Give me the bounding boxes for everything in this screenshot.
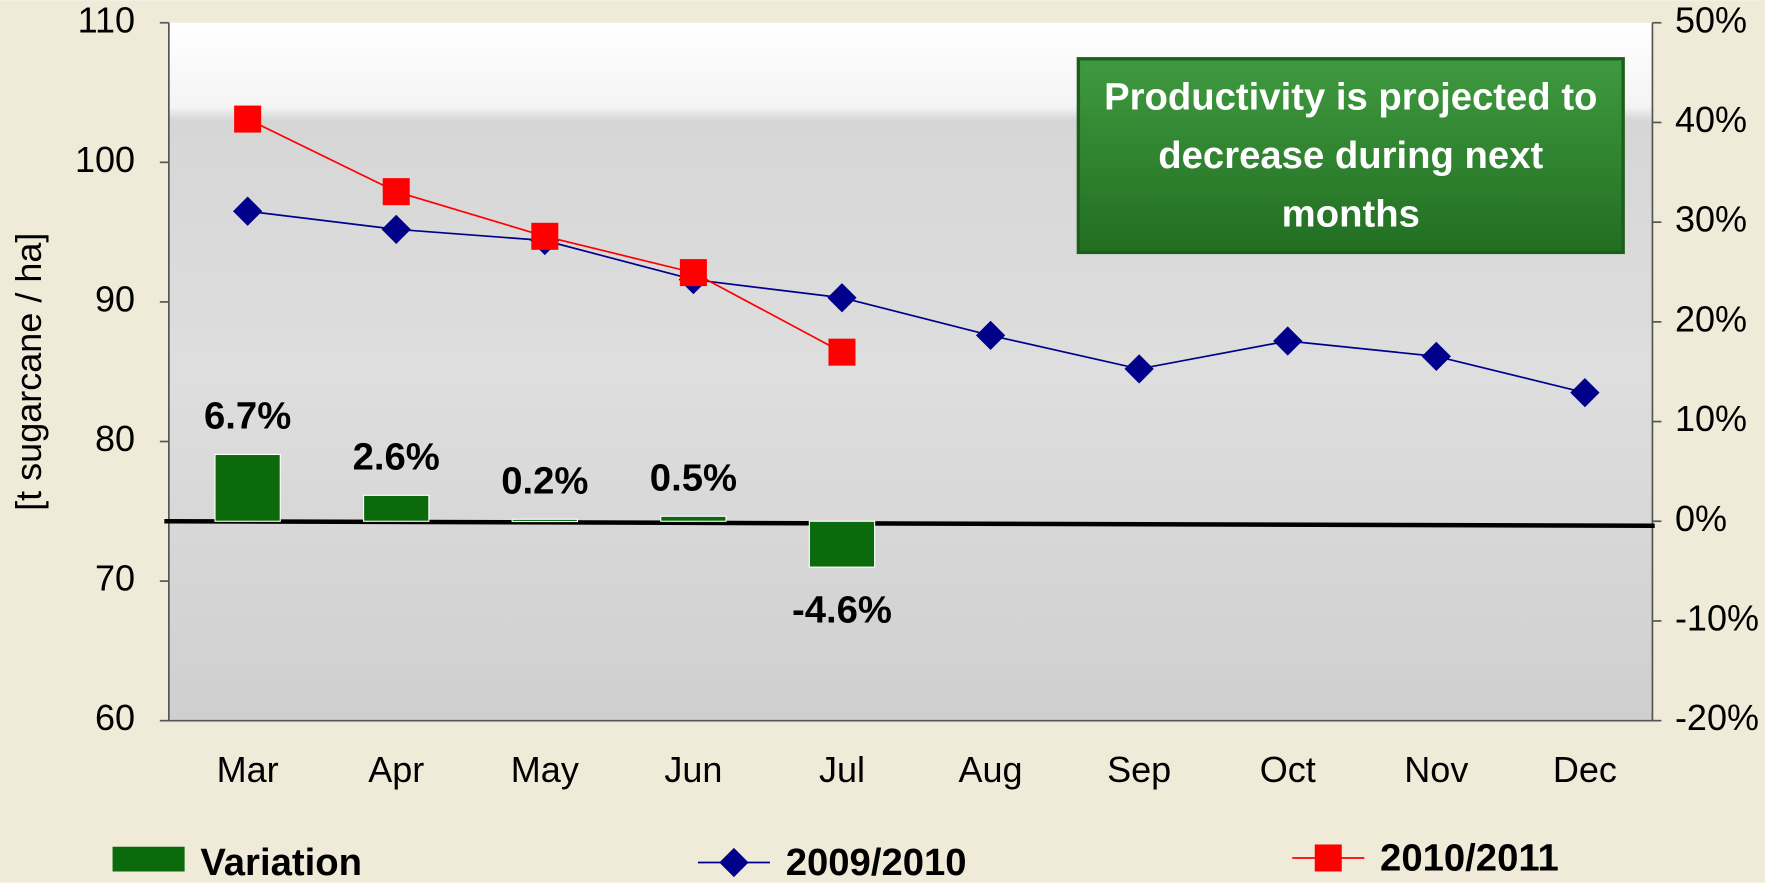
x-tick-label: May	[511, 749, 579, 790]
annotation: Productivity is projected to decrease du…	[1104, 75, 1598, 236]
x-tick-label: Jun	[664, 749, 722, 790]
point	[679, 259, 707, 287]
legend-marker	[1314, 844, 1342, 872]
point	[1124, 354, 1154, 384]
y2-tick-label: -20%	[1675, 697, 1759, 738]
point	[975, 320, 1006, 351]
y2-tick-label: 20%	[1675, 298, 1747, 339]
y2-tick-label: 40%	[1675, 99, 1747, 140]
line	[247, 210, 1586, 394]
point	[234, 105, 262, 133]
point	[1570, 378, 1600, 408]
point	[531, 222, 559, 250]
y-tick-label: 70	[95, 558, 135, 599]
bar	[511, 518, 579, 523]
point	[1421, 341, 1451, 371]
bar	[363, 494, 430, 522]
value-label: 0.2%	[501, 459, 588, 502]
y-axis-title: [t sugarcane / ha]	[8, 233, 49, 511]
x-tick-label: Nov	[1404, 749, 1468, 790]
point	[233, 196, 263, 226]
y-tick-label: 80	[95, 418, 135, 459]
legend-marker	[719, 847, 749, 878]
value-label: 0.5%	[650, 456, 737, 499]
value-label: -4.6%	[792, 588, 892, 631]
x-tick-label: Dec	[1553, 749, 1617, 790]
annotation-box	[1076, 57, 1625, 255]
y2-tick-label: 30%	[1675, 199, 1747, 240]
x-tick-label: Aug	[959, 749, 1023, 790]
zero-line	[164, 519, 1655, 529]
point	[381, 214, 411, 244]
value-label: 2.6%	[353, 435, 440, 478]
bar	[660, 515, 727, 522]
value-label: 6.7%	[204, 395, 291, 438]
bar	[214, 453, 281, 522]
y-tick-label: 60	[95, 697, 135, 738]
point	[382, 178, 410, 206]
point	[1273, 326, 1303, 356]
legend-swatch	[112, 846, 185, 872]
x-tick-label: Jul	[819, 749, 865, 790]
x-tick-label: Apr	[368, 749, 424, 790]
x-tick-label: Mar	[217, 749, 279, 790]
legend-label: Variation	[200, 841, 362, 883]
y2-tick-label: -10%	[1675, 597, 1759, 638]
legend-label: 2010/2011	[1380, 836, 1559, 879]
y2-tick-label: 10%	[1675, 398, 1747, 439]
x-tick-label: Oct	[1260, 749, 1316, 790]
y-tick-label: 100	[75, 139, 135, 180]
y-tick-label: 90	[95, 278, 135, 319]
x-tick-label: Sep	[1107, 749, 1171, 790]
y2-tick-label: 50%	[1675, 0, 1747, 40]
annotation-holder: Productivity is projected to decrease du…	[1104, 75, 1598, 236]
y-tick-label: 110	[78, 0, 135, 40]
bar	[808, 520, 876, 568]
legend-label: 2009/2010	[786, 841, 967, 883]
point	[827, 283, 857, 313]
y2-tick-label: 0%	[1675, 498, 1727, 539]
point	[828, 338, 856, 366]
